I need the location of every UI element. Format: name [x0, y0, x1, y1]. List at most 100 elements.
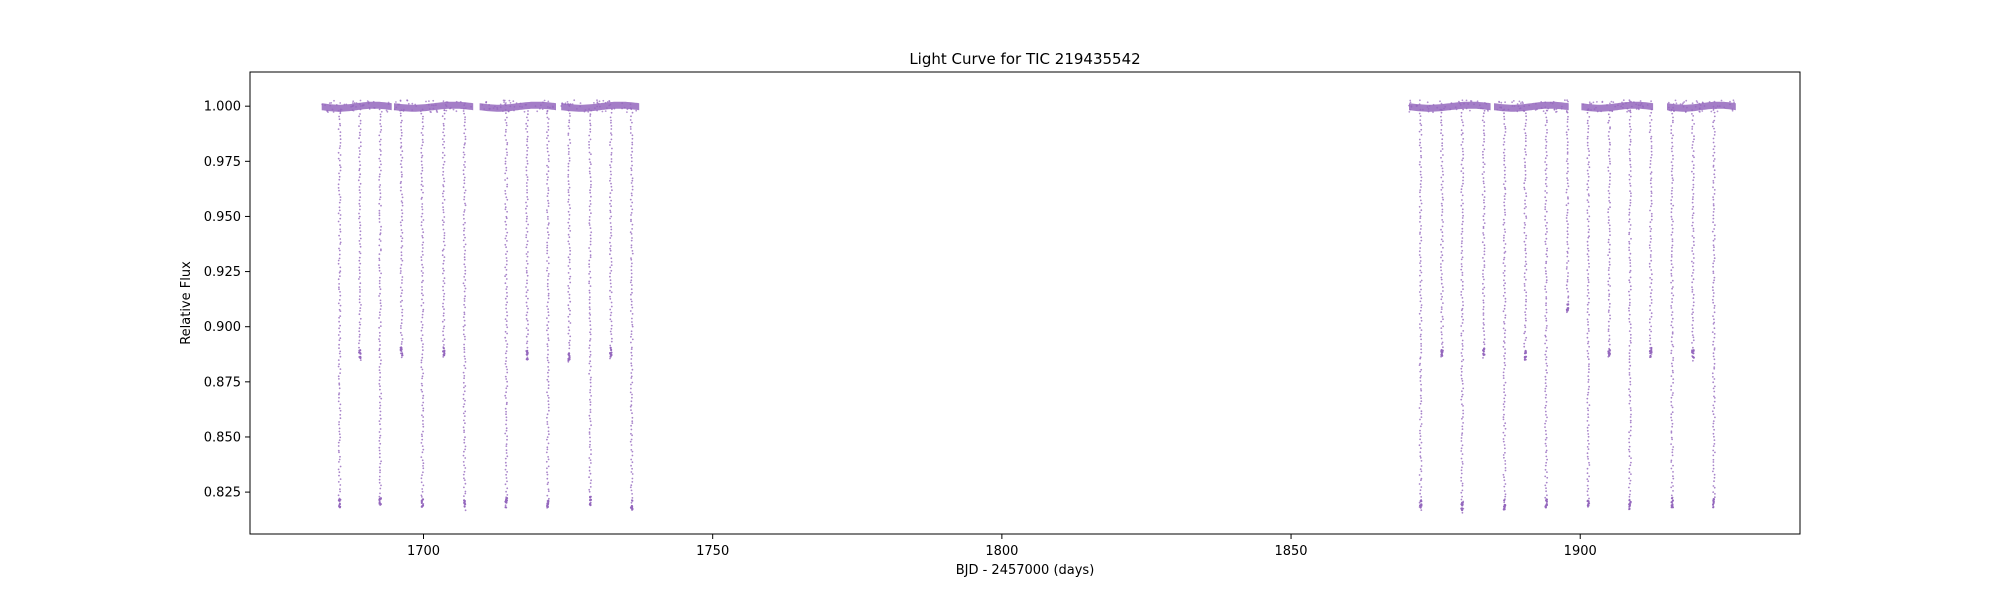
shallow-transit-point	[609, 211, 612, 214]
deep-transit-point	[420, 221, 423, 224]
shallow-transit-point	[442, 295, 445, 298]
deep-transit-point	[588, 219, 591, 222]
deep-transit-bottom	[1628, 499, 1631, 502]
deep-transit-point	[1672, 446, 1675, 448]
deep-transit-point	[1544, 426, 1546, 428]
deep-transit-point	[505, 464, 508, 467]
flux-point	[1696, 101, 1699, 104]
deep-transit-point	[1502, 473, 1505, 476]
deep-transit-point	[463, 300, 466, 302]
flux-point	[387, 103, 390, 105]
deep-transit-point	[1588, 464, 1591, 466]
deep-transit-point	[338, 474, 340, 477]
deep-transit-point	[504, 504, 507, 507]
deep-transit-point	[589, 459, 592, 461]
shallow-transit-point	[442, 356, 445, 358]
deep-transit-point	[1672, 121, 1674, 124]
deep-transit-point	[630, 269, 633, 271]
deep-transit-point	[1461, 343, 1464, 345]
shallow-transit-point	[525, 169, 528, 172]
plot-frame	[249, 71, 1801, 535]
deep-transit-point	[337, 183, 340, 186]
flux-point	[1620, 105, 1622, 108]
shallow-transit-point	[1650, 228, 1653, 230]
shallow-transit-point	[1649, 160, 1652, 162]
deep-transit-point	[589, 240, 592, 243]
deep-transit-point	[1587, 186, 1590, 189]
shallow-transit-point	[443, 277, 446, 279]
deep-transit-point	[506, 301, 508, 304]
deep-transit-point	[1672, 357, 1675, 359]
deep-transit-point	[546, 359, 549, 362]
shallow-transit-point	[1609, 162, 1611, 165]
deep-transit-point	[422, 302, 425, 304]
deep-transit-point	[1460, 170, 1463, 173]
shallow-transit-point	[527, 329, 529, 332]
deep-transit-point	[1544, 335, 1547, 338]
deep-transit-point	[589, 276, 592, 279]
deep-transit-point	[338, 407, 341, 410]
deep-transit-point	[1418, 112, 1421, 115]
deep-transit-point	[379, 353, 382, 355]
shallow-transit-point	[1608, 183, 1611, 186]
deep-transit-point	[630, 156, 633, 159]
deep-transit-point	[547, 166, 550, 169]
deep-transit-point	[1462, 214, 1464, 217]
deep-transit-point	[463, 198, 465, 201]
shallow-transit-point	[1649, 225, 1651, 228]
deep-transit-point	[1419, 435, 1422, 437]
deep-transit-point	[1586, 494, 1589, 496]
deep-transit-point	[1461, 249, 1464, 252]
deep-transit-point	[589, 339, 591, 342]
deep-transit-point	[1460, 204, 1463, 207]
shallow-transit-point	[527, 333, 529, 336]
deep-transit-point	[379, 462, 382, 465]
shallow-transit-point	[1693, 176, 1695, 179]
deep-transit-point	[463, 311, 466, 314]
shallow-transit-point	[1650, 299, 1653, 301]
deep-transit-point	[631, 412, 633, 415]
deep-transit-point	[1546, 471, 1548, 473]
deep-transit-point	[462, 426, 465, 429]
shallow-transit-point	[525, 286, 527, 288]
deep-transit-point	[505, 378, 508, 380]
shallow-transit-point	[1692, 150, 1695, 153]
shallow-transit-point	[1440, 228, 1442, 231]
deep-transit-point	[1420, 496, 1423, 498]
flux-point	[547, 106, 549, 108]
deep-transit-point	[420, 477, 423, 480]
deep-transit-point	[1672, 286, 1674, 288]
deep-transit-point	[505, 263, 508, 266]
shallow-transit-point	[1524, 314, 1527, 316]
deep-transit-point	[463, 229, 465, 232]
deep-transit-point	[1713, 228, 1715, 230]
deep-transit-point	[462, 151, 465, 154]
shallow-transit-point	[1566, 252, 1569, 254]
shallow-transit-point	[1608, 230, 1611, 233]
deep-transit-point	[1419, 256, 1422, 259]
deep-transit-point	[1544, 243, 1547, 246]
deep-transit-point	[1586, 144, 1589, 147]
deep-transit-point	[1671, 331, 1674, 334]
deep-transit-point	[547, 288, 550, 291]
shallow-transit-point	[443, 269, 445, 272]
deep-transit-point	[1712, 182, 1715, 184]
flux-point	[1408, 111, 1411, 113]
deep-transit-point	[506, 487, 509, 490]
deep-transit-point	[337, 365, 340, 368]
flux-point	[623, 106, 626, 109]
deep-transit-point	[338, 451, 340, 454]
shallow-transit-point	[525, 201, 527, 204]
deep-transit-point	[422, 219, 425, 221]
deep-transit-bottom	[1502, 508, 1505, 511]
deep-transit-point	[339, 310, 342, 312]
deep-transit-point	[546, 173, 548, 176]
shallow-transit-point	[1650, 119, 1653, 121]
deep-transit-point	[589, 176, 592, 179]
shallow-transit-point	[1524, 132, 1527, 135]
deep-transit-point	[1503, 485, 1506, 488]
deep-transit-point	[1418, 205, 1421, 208]
deep-transit-point	[1586, 393, 1589, 396]
deep-transit-point	[547, 158, 550, 160]
deep-transit-point	[1460, 115, 1463, 118]
